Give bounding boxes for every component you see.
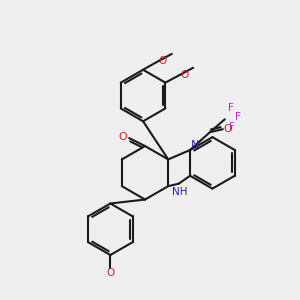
Text: NH: NH bbox=[172, 187, 188, 196]
Text: F: F bbox=[228, 103, 234, 113]
Text: O: O bbox=[119, 132, 128, 142]
Text: O: O bbox=[180, 70, 188, 80]
Text: F: F bbox=[235, 112, 241, 122]
Text: N: N bbox=[191, 140, 199, 150]
Text: O: O bbox=[106, 268, 115, 278]
Text: O: O bbox=[224, 124, 232, 134]
Text: F: F bbox=[229, 122, 235, 132]
Text: O: O bbox=[159, 56, 167, 66]
